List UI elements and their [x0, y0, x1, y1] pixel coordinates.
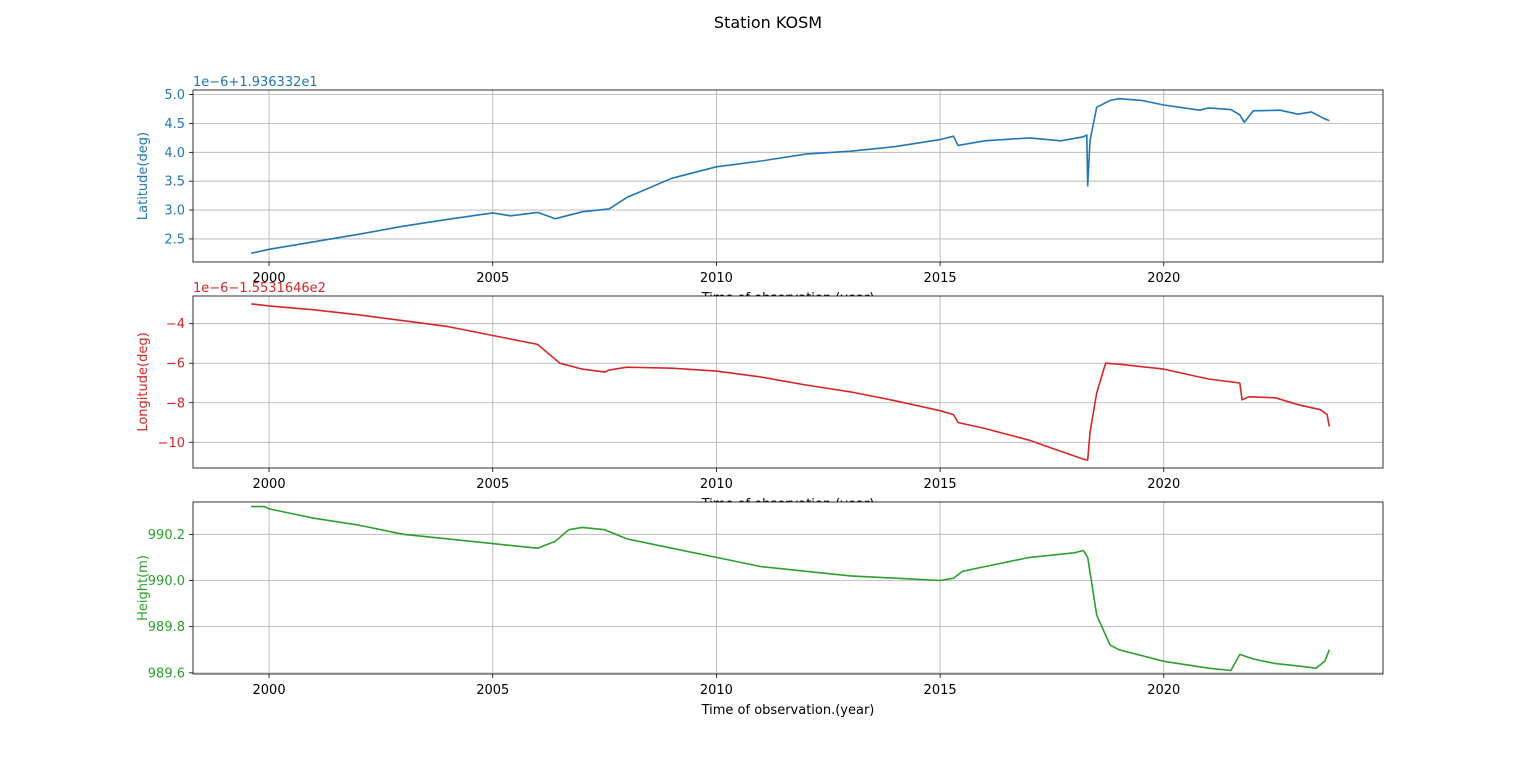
- longitude-y-tick-label: −6: [166, 357, 185, 372]
- longitude-y-tick-label: −4: [166, 317, 185, 332]
- longitude-series-line: [251, 303, 1331, 461]
- height-y-tick-label: 990.2: [148, 528, 185, 543]
- latitude-y-tick-label: 4.5: [164, 117, 185, 132]
- latitude-x-tick-label: 2000: [253, 271, 286, 286]
- latitude-series-line: [251, 97, 1330, 255]
- latitude-y-axis-label: Latitude(deg): [136, 132, 151, 220]
- latitude-subplot: 200020052010201520202.53.03.54.04.55.0Ti…: [136, 75, 1384, 306]
- latitude-y-tick-label: 3.0: [164, 204, 185, 219]
- height-x-tick-label: 2010: [700, 683, 733, 698]
- longitude-x-tick-label: 2020: [1147, 477, 1180, 492]
- latitude-axes-frame: [192, 89, 1384, 263]
- longitude-offset-text: 1e−6−1.5531646e2: [193, 281, 326, 296]
- latitude-x-tick-label: 2005: [476, 271, 509, 286]
- longitude-y-tick-label: −10: [158, 436, 185, 451]
- longitude-y-tick-label: −8: [166, 396, 185, 411]
- subplot-background: [193, 502, 1383, 674]
- height-axes-frame: [192, 501, 1384, 675]
- height-series-line: [251, 505, 1331, 672]
- figure-title: Station KOSM: [714, 13, 822, 32]
- latitude-x-tick-label: 2020: [1147, 271, 1180, 286]
- height-x-tick-label: 2020: [1147, 683, 1180, 698]
- height-y-axis-label: Height(m): [136, 555, 151, 621]
- latitude-y-tick-label: 5.0: [164, 88, 185, 103]
- latitude-y-tick-label: 4.0: [164, 146, 185, 161]
- longitude-x-tick-label: 2015: [924, 477, 957, 492]
- latitude-x-tick-label: 2015: [924, 271, 957, 286]
- height-y-tick-label: 989.8: [148, 620, 185, 635]
- longitude-y-axis-label: Longitude(deg): [136, 332, 151, 431]
- height-subplot: 2000 2005 2010 2015 2020 989.6 989.8 990.0 990.2…: [136, 501, 1384, 718]
- height-x-tick-label: 2000: [253, 683, 286, 698]
- height-x-tick-label: 2015: [924, 683, 957, 698]
- latitude-offset-text: 1e−6+1.936332e1: [193, 75, 318, 90]
- height-x-tick-label: 2005: [476, 683, 509, 698]
- height-x-axis-label: Time of observation.(year): [701, 703, 875, 718]
- longitude-x-tick-label: 2000: [253, 477, 286, 492]
- latitude-x-tick-label: 2010: [700, 271, 733, 286]
- latitude-y-tick-label: 2.5: [164, 232, 185, 247]
- height-y-tick-label: 989.6: [148, 666, 185, 681]
- longitude-axes-frame: [192, 295, 1384, 469]
- longitude-x-tick-label: 2005: [476, 477, 509, 492]
- latitude-y-tick-label: 3.5: [164, 175, 185, 190]
- height-y-tick-label: 990.0: [148, 574, 185, 589]
- longitude-x-tick-label: 2010: [700, 477, 733, 492]
